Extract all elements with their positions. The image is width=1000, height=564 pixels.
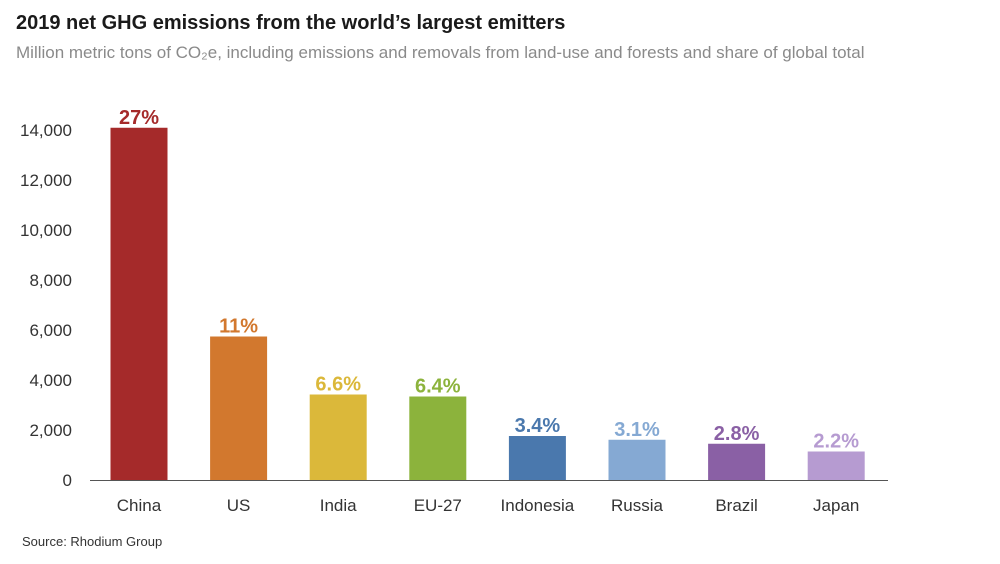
bar-india <box>309 394 367 480</box>
y-tick-label: 14,000 <box>20 121 72 140</box>
chart-title: 2019 net GHG emissions from the world’s … <box>16 12 566 34</box>
data-label: 2.8% <box>714 423 760 445</box>
source-note: Source: Rhodium Group <box>22 534 163 549</box>
bar-brazil <box>708 443 766 480</box>
x-axis: China US India EU-27 Indonesia Russia Brazil Ja… <box>90 480 888 515</box>
bar-japan <box>807 451 865 480</box>
bar-us <box>210 336 268 480</box>
x-category-label: Indonesia <box>501 496 575 515</box>
bar-indonesia <box>508 436 566 480</box>
data-label: 6.4% <box>415 376 461 398</box>
y-tick-label: 12,000 <box>20 171 72 190</box>
data-label: 2.2% <box>813 431 859 453</box>
data-label: 3.1% <box>614 419 660 441</box>
x-category-label: China <box>117 496 162 515</box>
bar-china <box>110 127 168 480</box>
data-label: 3.4% <box>515 415 561 437</box>
x-category-label: Japan <box>813 496 859 515</box>
y-tick-label: 6,000 <box>29 321 72 340</box>
data-label: 6.6% <box>315 374 361 396</box>
y-tick-label: 4,000 <box>29 371 72 390</box>
chart-subtitle: Million metric tons of CO₂e, including e… <box>16 43 865 62</box>
y-tick-label: 10,000 <box>20 221 72 240</box>
y-tick-label: 8,000 <box>29 271 72 290</box>
bars-group <box>110 127 865 480</box>
x-category-label: EU-27 <box>414 496 462 515</box>
x-category-label: Russia <box>611 496 664 515</box>
data-labels-group: 27% 11% 6.6% 6.4% 3.4% 3.1% 2.8% 2.2% <box>119 107 859 453</box>
bar-russia <box>608 439 666 480</box>
x-category-label: US <box>227 496 251 515</box>
data-label: 27% <box>119 107 159 129</box>
y-axis: 0 2,000 4,000 6,000 8,000 10,000 12,000 14,000 <box>20 121 72 490</box>
x-category-label: Brazil <box>715 496 758 515</box>
data-label: 11% <box>219 316 258 338</box>
bar-eu-27 <box>409 396 467 480</box>
x-category-label: India <box>320 496 357 515</box>
y-tick-label: 0 <box>63 471 72 490</box>
y-tick-label: 2,000 <box>29 421 72 440</box>
